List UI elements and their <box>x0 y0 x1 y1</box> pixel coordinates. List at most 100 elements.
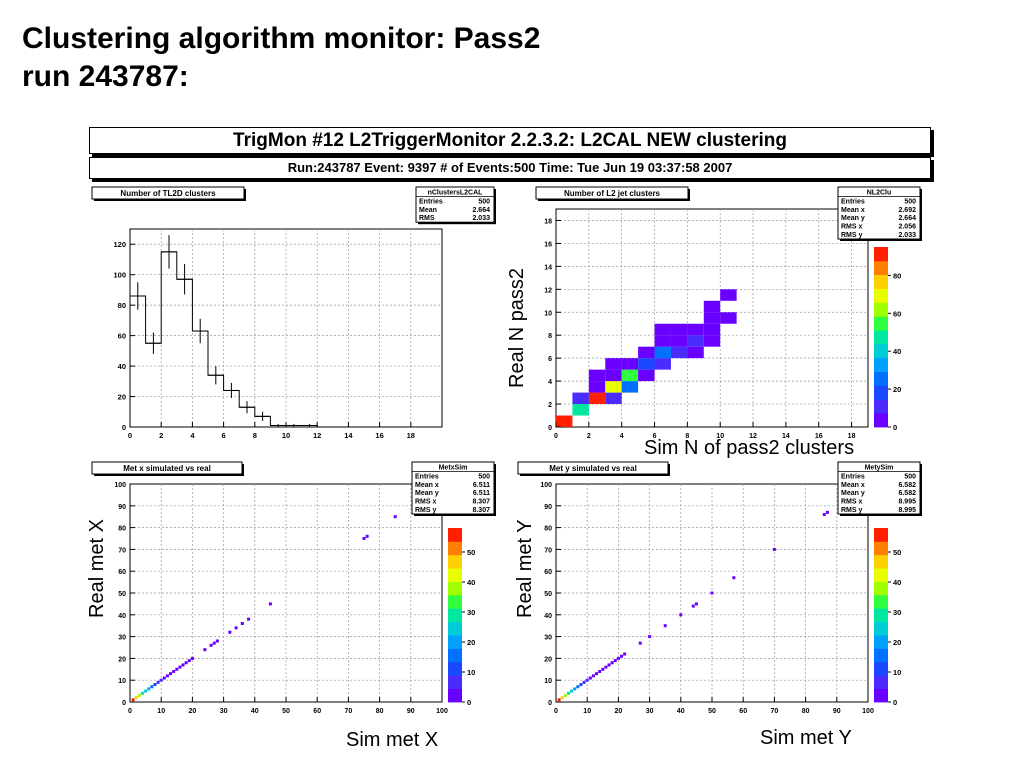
x-tick-label: 40 <box>251 708 259 715</box>
scatter-point <box>566 691 570 695</box>
met-x-y-axis-label: Real met X <box>86 519 108 618</box>
palette-tick-label: 30 <box>467 608 475 617</box>
palette-tick-label: 40 <box>893 578 901 587</box>
y-tick-label: 20 <box>118 393 126 402</box>
stats-box <box>415 186 495 223</box>
stats-value: 6.582 <box>898 490 916 497</box>
palette-swatch <box>874 247 888 262</box>
scatter-point <box>573 687 577 691</box>
x-tick-label: 4 <box>190 431 195 440</box>
x-tick-label: 16 <box>375 431 383 440</box>
palette-tick-label: 60 <box>893 309 901 318</box>
heatmap-cell <box>687 335 704 347</box>
met-x-scatter: 0 10 20 30 40 50 60 70 80 90 100010203040506070809… <box>91 461 496 715</box>
slide-title: Clustering algorithm monitor: Pass2 run … <box>22 20 540 96</box>
x-tick-label: 30 <box>220 708 228 715</box>
y-tick-label: 10 <box>118 678 126 685</box>
scatter-point <box>140 691 144 695</box>
heatmap-cell <box>605 381 622 393</box>
heatmap-cell <box>638 369 655 382</box>
scatter-point <box>175 667 179 671</box>
scatter-point <box>616 656 620 660</box>
y-tick-label: 6 <box>548 356 552 363</box>
scatter-point <box>187 659 191 663</box>
stats-value: 500 <box>904 473 916 480</box>
heatmap-cell <box>621 358 639 370</box>
y-tick-label: 80 <box>118 301 126 310</box>
scatter-point <box>137 693 141 697</box>
palette-tick-label: 10 <box>893 668 901 677</box>
stats-label: RMS y <box>415 507 437 514</box>
heatmap-cell <box>687 346 704 359</box>
x-tick-label: 8 <box>685 433 689 440</box>
x-tick-label: 14 <box>344 431 353 440</box>
scatter-point <box>557 698 561 702</box>
palette-swatch <box>874 541 888 556</box>
y-tick-label: 40 <box>118 613 126 620</box>
y-tick-label: 20 <box>544 656 552 663</box>
stats-box-title: MetySim <box>865 465 894 472</box>
scatter-point <box>144 689 148 693</box>
palette-swatch <box>874 661 888 676</box>
stats-label: Mean x <box>841 482 865 489</box>
heatmap-y-axis-label: Real N pass2 <box>506 267 528 388</box>
scatter-point <box>601 667 605 671</box>
x-tick-label: 30 <box>646 708 654 715</box>
stats-label: RMS y <box>841 507 863 514</box>
palette-tick-label: 80 <box>893 271 901 280</box>
palette-swatch <box>448 621 462 636</box>
x-tick-label: 2 <box>159 431 163 440</box>
palette-swatch <box>874 608 888 623</box>
stats-label: Entries <box>419 198 443 205</box>
scatter-point <box>234 626 238 630</box>
x-tick-label: 40 <box>677 708 685 715</box>
scatter-point <box>604 665 608 669</box>
scatter-point <box>169 672 173 676</box>
y-tick-label: 4 <box>548 379 552 386</box>
scatter-point <box>560 696 564 700</box>
x-tick-label: 60 <box>739 708 747 715</box>
palette-tick-label: 0 <box>467 698 471 707</box>
x-tick-label: 0 <box>128 708 132 715</box>
x-tick-label: 18 <box>848 433 856 440</box>
scatter-point <box>638 641 642 645</box>
palette-swatch <box>448 608 462 623</box>
x-tick-label: 50 <box>282 708 290 715</box>
palette-tick-label: 0 <box>893 423 897 432</box>
stats-value: 8.995 <box>898 507 916 514</box>
scatter-point <box>648 635 652 639</box>
y-tick-label: 50 <box>544 591 552 598</box>
stats-value: 500 <box>904 198 916 205</box>
heatmap-x-axis-label: Sim N of pass2 clusters <box>644 437 855 459</box>
x-tick-label: 10 <box>583 708 591 715</box>
y-tick-label: 60 <box>118 332 126 341</box>
scatter-point <box>613 659 617 663</box>
heatmap-cell <box>572 392 589 405</box>
heatmap-cell <box>654 346 671 359</box>
scatter-point <box>268 602 272 606</box>
scatter-point <box>147 687 151 691</box>
palette-swatch <box>874 581 888 596</box>
palette-swatch <box>874 413 888 428</box>
heatmap-cell <box>720 289 737 301</box>
stats-box-title: nClustersL2CAL <box>428 190 484 197</box>
heatmap-cell <box>687 323 704 336</box>
scatter-point <box>588 676 592 680</box>
stats-label: RMS <box>419 215 435 222</box>
stats-label: Mean y <box>841 215 865 222</box>
x-tick-label: 70 <box>771 708 779 715</box>
stats-label: Entries <box>841 473 865 480</box>
plot-title-box <box>535 186 689 200</box>
scatter-point <box>694 602 698 606</box>
y-tick-label: 60 <box>544 569 552 576</box>
stats-label: RMS x <box>841 224 863 231</box>
x-tick-label: 6 <box>222 431 226 440</box>
scatter-point <box>181 663 185 667</box>
scatter-point <box>585 678 589 682</box>
x-tick-label: 80 <box>376 708 384 715</box>
heatmap-cell <box>638 358 655 370</box>
palette-swatch <box>874 371 888 386</box>
palette-swatch <box>874 357 888 373</box>
palette-tick-label: 0 <box>893 698 897 707</box>
scatter-point <box>362 537 366 540</box>
